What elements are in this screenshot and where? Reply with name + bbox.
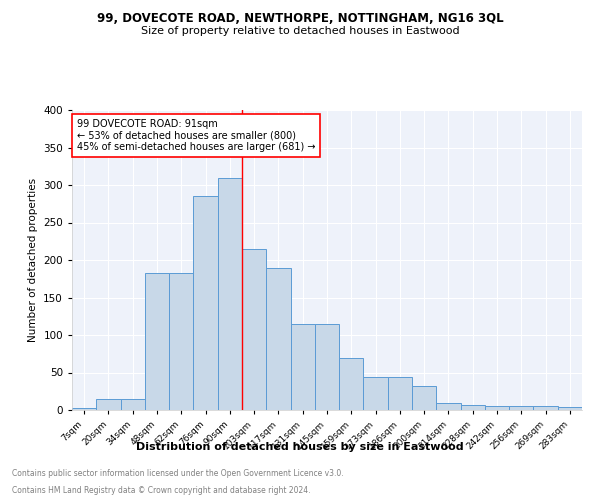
Text: Contains HM Land Registry data © Crown copyright and database right 2024.: Contains HM Land Registry data © Crown c… — [12, 486, 311, 495]
Bar — [485, 406, 509, 410]
Bar — [339, 358, 364, 410]
Bar — [315, 324, 339, 410]
Bar — [96, 399, 121, 410]
Bar — [436, 402, 461, 410]
Text: 99 DOVECOTE ROAD: 91sqm
← 53% of detached houses are smaller (800)
45% of semi-d: 99 DOVECOTE ROAD: 91sqm ← 53% of detache… — [77, 119, 316, 152]
Bar — [461, 405, 485, 410]
Bar — [145, 273, 169, 410]
Bar — [242, 248, 266, 410]
Y-axis label: Number of detached properties: Number of detached properties — [28, 178, 38, 342]
Bar — [193, 196, 218, 410]
Bar — [218, 178, 242, 410]
Bar — [388, 377, 412, 410]
Bar — [533, 406, 558, 410]
Bar — [412, 386, 436, 410]
Text: Contains public sector information licensed under the Open Government Licence v3: Contains public sector information licen… — [12, 468, 344, 477]
Bar — [266, 268, 290, 410]
Text: Size of property relative to detached houses in Eastwood: Size of property relative to detached ho… — [140, 26, 460, 36]
Text: 99, DOVECOTE ROAD, NEWTHORPE, NOTTINGHAM, NG16 3QL: 99, DOVECOTE ROAD, NEWTHORPE, NOTTINGHAM… — [97, 12, 503, 26]
Bar — [364, 377, 388, 410]
Text: Distribution of detached houses by size in Eastwood: Distribution of detached houses by size … — [136, 442, 464, 452]
Bar — [290, 324, 315, 410]
Bar — [121, 399, 145, 410]
Bar — [169, 273, 193, 410]
Bar — [72, 408, 96, 410]
Bar — [509, 406, 533, 410]
Bar — [558, 407, 582, 410]
